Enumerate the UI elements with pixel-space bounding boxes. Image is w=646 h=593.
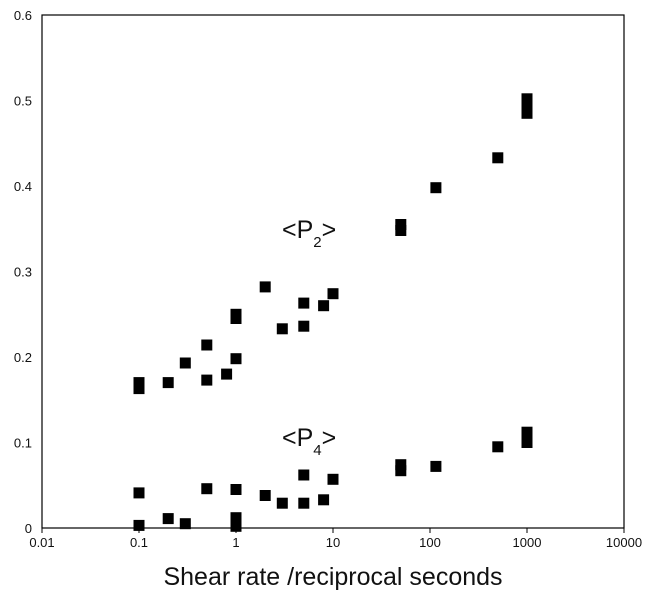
p2-data-point <box>395 219 407 230</box>
x-tick-label: 1000 <box>513 535 542 550</box>
p4-data-point <box>230 520 242 532</box>
p4-data-point <box>395 465 407 477</box>
p2-data-point <box>162 377 174 389</box>
p2-data-point <box>298 297 310 309</box>
p4-data-point <box>259 490 271 501</box>
y-tick-label: 0.5 <box>14 94 32 109</box>
y-tick-label: 0 <box>25 521 32 536</box>
x-tick-label: 100 <box>419 535 441 550</box>
y-tick-label: 0.1 <box>14 436 32 451</box>
x-tick-label: 0.1 <box>130 535 148 550</box>
p2-data-point <box>430 182 442 194</box>
p4-data-point <box>298 469 310 481</box>
y-tick-label: 0.6 <box>14 8 32 23</box>
p4-data-point <box>521 437 533 448</box>
x-axis-ticks: 0.01 0.1 1 10 100 1000 10000 <box>29 528 642 550</box>
p2-data-point <box>298 320 310 332</box>
p4-data-point <box>430 460 442 472</box>
p2-data-point <box>276 323 288 335</box>
y-tick-label: 0.2 <box>14 350 32 365</box>
x-tick-label: 10000 <box>606 535 642 550</box>
x-tick-label: 0.01 <box>29 535 54 550</box>
p2-data-point <box>492 152 504 164</box>
p2-data-point <box>221 368 233 380</box>
p4-data-point <box>298 497 310 509</box>
p4-data-point <box>162 513 174 525</box>
series-label-p4: <P4> <box>282 424 336 459</box>
p2-data-point <box>395 225 407 236</box>
y-axis-ticks: 0 0.1 0.2 0.3 0.4 0.5 0.6 <box>14 8 32 536</box>
p4-data-point <box>318 494 330 506</box>
p4-data-point <box>230 484 242 495</box>
p2-data-point <box>230 313 242 324</box>
p2-data-point <box>201 374 213 386</box>
p2-data-point <box>133 377 145 389</box>
p2-data-point <box>521 101 533 112</box>
p4-data-point <box>133 519 145 531</box>
p2-data-point <box>230 353 242 365</box>
p2-data-point <box>201 339 213 351</box>
x-tick-label: 10 <box>326 535 340 550</box>
p4-data-point <box>276 497 288 509</box>
p2-data-point <box>133 383 145 395</box>
p4-data-point <box>201 483 213 495</box>
p2-data-point <box>318 300 330 312</box>
p4-data-point <box>327 473 339 485</box>
data-points <box>133 93 533 532</box>
p4-data-point <box>395 459 407 471</box>
p4-data-point <box>179 518 191 530</box>
y-tick-label: 0.4 <box>14 179 32 194</box>
p4-data-point <box>133 487 145 499</box>
p2-data-point <box>521 107 533 119</box>
p2-data-point <box>259 281 271 293</box>
x-axis-title: Shear rate /reciprocal seconds <box>163 563 502 591</box>
x-tick-label: 1 <box>232 535 239 550</box>
y-tick-label: 0.3 <box>14 265 32 280</box>
series-label-p2: <P2> <box>282 216 336 251</box>
p2-data-point <box>179 357 191 369</box>
p2-data-point <box>521 93 533 105</box>
p4-data-point <box>492 441 504 453</box>
p2-data-point <box>327 288 339 300</box>
